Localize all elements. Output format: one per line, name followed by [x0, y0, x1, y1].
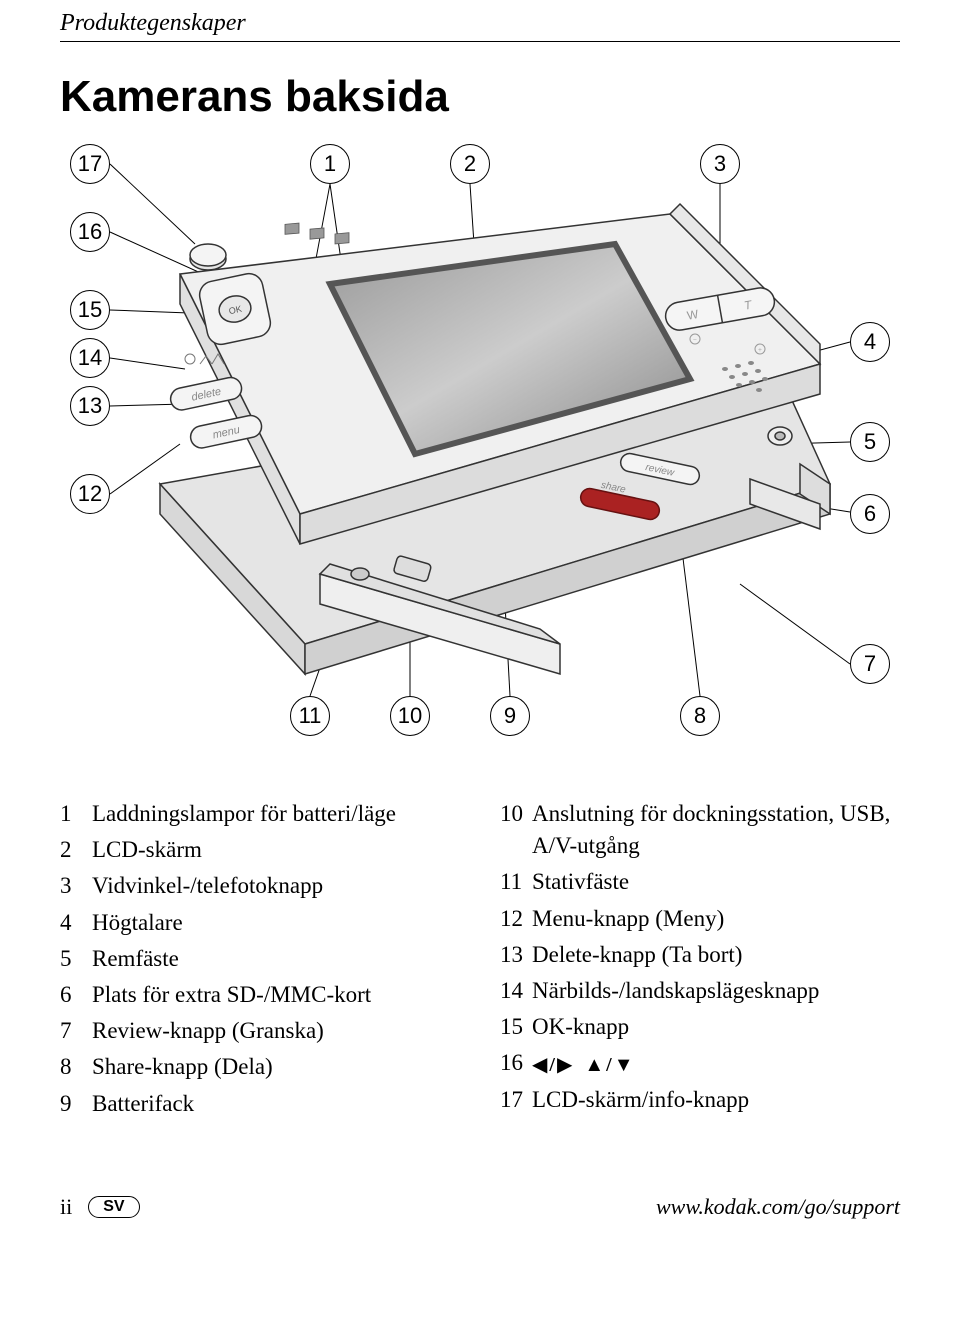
legend-row-16: 16◀/▶▲/▼ [500, 1047, 900, 1079]
callout-10: 10 [390, 696, 430, 736]
callout-1: 1 [310, 144, 350, 184]
callout-4: 4 [850, 322, 890, 362]
legend-row-13: 13Delete-knapp (Ta bort) [500, 939, 900, 971]
language-badge: SV [88, 1196, 139, 1218]
legend-row-5: 5Remfäste [60, 943, 460, 975]
legend-text: Anslutning för dockningsstation, USB, A/… [532, 798, 900, 862]
legend-left: 1Laddningslampor för batteri/läge2LCD-sk… [60, 794, 460, 1124]
callout-9: 9 [490, 696, 530, 736]
legend-text: LCD-skärm/info-knapp [532, 1084, 900, 1116]
legend-row-11: 11Stativfäste [500, 866, 900, 898]
legend-row-3: 3Vidvinkel-/telefotoknapp [60, 870, 460, 902]
svg-text:−: − [693, 336, 697, 344]
legend-text: Share-knapp (Dela) [92, 1051, 460, 1083]
section-title: Produktegenskaper [60, 10, 246, 36]
legend-row-15: 15OK-knapp [500, 1011, 900, 1043]
legend-row-9: 9Batterifack [60, 1088, 460, 1120]
callout-14: 14 [70, 338, 110, 378]
camera-illustration: OK delete menu [60, 134, 900, 784]
legend-text: Vidvinkel-/telefotoknapp [92, 870, 460, 902]
legend-text: Remfäste [92, 943, 460, 975]
legend-row-7: 7Review-knapp (Granska) [60, 1015, 460, 1047]
legend-num: 12 [500, 903, 532, 935]
legend-num: 16 [500, 1047, 532, 1079]
legend-row-8: 8Share-knapp (Dela) [60, 1051, 460, 1083]
callout-6: 6 [850, 494, 890, 534]
legend-text: Laddningslampor för batteri/läge [92, 798, 460, 830]
legend-text: LCD-skärm [92, 834, 460, 866]
callout-11: 11 [290, 696, 330, 736]
legend-text: Högtalare [92, 907, 460, 939]
legend-right: 10Anslutning för dockningsstation, USB, … [500, 794, 900, 1124]
callout-3: 3 [700, 144, 740, 184]
callout-8: 8 [680, 696, 720, 736]
camera-diagram: OK delete menu [60, 134, 900, 784]
svg-text:+: + [758, 346, 762, 354]
callout-12: 12 [70, 474, 110, 514]
legend-row-1: 1Laddningslampor för batteri/läge [60, 798, 460, 830]
legend-text: Review-knapp (Granska) [92, 1015, 460, 1047]
legend-num: 13 [500, 939, 532, 971]
callout-17: 17 [70, 144, 110, 184]
legend-num: 6 [60, 979, 92, 1011]
nav-arrows-icon: ◀/▶▲/▼ [532, 1051, 634, 1079]
support-url: www.kodak.com/go/support [656, 1194, 900, 1220]
legend-num: 2 [60, 834, 92, 866]
legend-row-17: 17LCD-skärm/info-knapp [500, 1084, 900, 1116]
legend-text: Närbilds-/landskapslägesknapp [532, 975, 900, 1007]
legend-num: 3 [60, 870, 92, 902]
legend-text: Batterifack [92, 1088, 460, 1120]
legend: 1Laddningslampor för batteri/läge2LCD-sk… [60, 794, 900, 1124]
legend-text: Menu-knapp (Meny) [532, 903, 900, 935]
callout-15: 15 [70, 290, 110, 330]
legend-text: Plats för extra SD-/MMC-kort [92, 979, 460, 1011]
legend-row-12: 12Menu-knapp (Meny) [500, 903, 900, 935]
legend-num: 17 [500, 1084, 532, 1116]
legend-num: 14 [500, 975, 532, 1007]
page-number: ii [60, 1194, 72, 1220]
footer: ii SV www.kodak.com/go/support [60, 1194, 900, 1220]
legend-num: 5 [60, 943, 92, 975]
legend-num: 8 [60, 1051, 92, 1083]
legend-text: Delete-knapp (Ta bort) [532, 939, 900, 971]
legend-row-2: 2LCD-skärm [60, 834, 460, 866]
legend-row-6: 6Plats för extra SD-/MMC-kort [60, 979, 460, 1011]
legend-num: 4 [60, 907, 92, 939]
callout-5: 5 [850, 422, 890, 462]
legend-num: 1 [60, 798, 92, 830]
legend-num: 11 [500, 866, 532, 898]
legend-text: Stativfäste [532, 866, 900, 898]
legend-num: 7 [60, 1015, 92, 1047]
legend-row-10: 10Anslutning för dockningsstation, USB, … [500, 798, 900, 862]
legend-text: ◀/▶▲/▼ [532, 1047, 900, 1079]
legend-text: OK-knapp [532, 1011, 900, 1043]
page-title: Kamerans baksida [60, 72, 900, 122]
callout-13: 13 [70, 386, 110, 426]
legend-row-4: 4Högtalare [60, 907, 460, 939]
legend-row-14: 14Närbilds-/landskapslägesknapp [500, 975, 900, 1007]
callout-7: 7 [850, 644, 890, 684]
section-header: Produktegenskaper [60, 0, 900, 42]
legend-num: 10 [500, 798, 532, 830]
callout-2: 2 [450, 144, 490, 184]
callout-16: 16 [70, 212, 110, 252]
legend-num: 9 [60, 1088, 92, 1120]
legend-num: 15 [500, 1011, 532, 1043]
